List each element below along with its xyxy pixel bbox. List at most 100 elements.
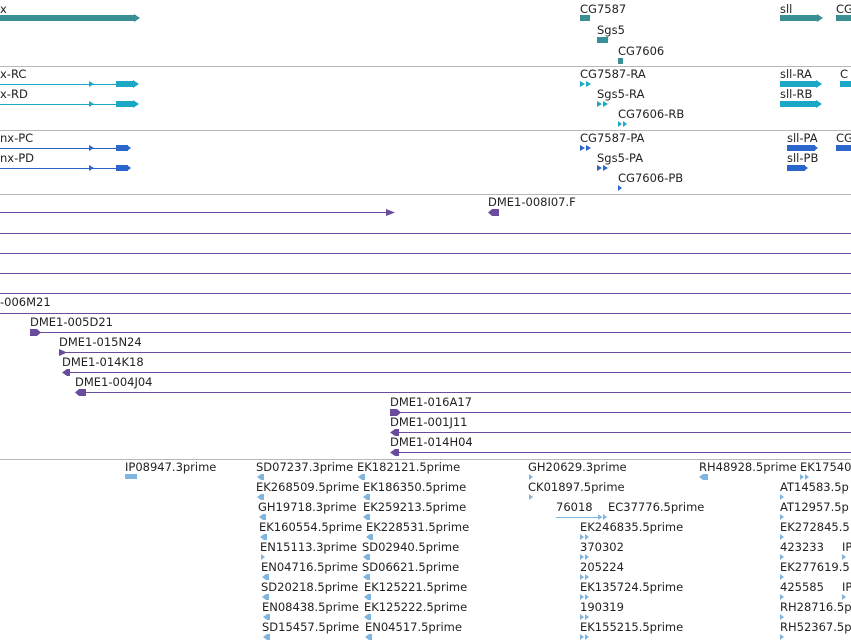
est-label[interactable]: EK17540 (800, 460, 851, 474)
est-label[interactable]: IP08947.3prime (125, 460, 217, 474)
est-feature-icon[interactable] (580, 614, 594, 620)
protein-exon[interactable] (116, 165, 128, 171)
est-feature-icon[interactable] (365, 634, 373, 640)
est-feature-icon[interactable] (259, 514, 267, 520)
est-label[interactable]: EK135724.5prime (580, 580, 684, 594)
est-feature-icon[interactable] (364, 594, 372, 600)
est-feature-icon[interactable] (780, 514, 788, 520)
est-feature-icon[interactable] (842, 594, 850, 600)
gene-label[interactable]: CG (836, 2, 851, 16)
transcript-exon[interactable] (840, 81, 851, 87)
clone-label[interactable]: DME1-001J11 (390, 415, 468, 429)
clone-label[interactable]: DME1-014K18 (62, 355, 144, 369)
est-label[interactable]: EK186350.5prime (363, 480, 467, 494)
est-label[interactable]: EK272845.5 (780, 520, 850, 534)
clone-label[interactable]: DME1-016A17 (390, 395, 472, 409)
est-label[interactable]: AT14583.5p (780, 480, 849, 494)
transcript-label[interactable]: x-RD (0, 87, 28, 101)
protein-label[interactable]: CG7606-PB (618, 171, 684, 185)
est-label[interactable]: RH48928.5prime (699, 460, 797, 474)
clone-feature[interactable] (40, 332, 851, 333)
est-feature-icon[interactable] (257, 494, 265, 500)
est-label[interactable]: 370302 (580, 540, 624, 554)
protein-label[interactable]: Sgs5-PA (597, 151, 644, 165)
est-label[interactable]: IP (842, 580, 851, 594)
transcript-label[interactable]: C (840, 67, 849, 81)
protein-exon[interactable] (116, 145, 128, 151)
est-label[interactable]: EK125221.5prime (364, 580, 468, 594)
clone-feature[interactable] (400, 412, 851, 413)
gene-feature[interactable] (780, 15, 818, 21)
protein-exon[interactable] (787, 145, 815, 151)
est-label[interactable]: 205224 (580, 560, 624, 574)
est-feature-icon[interactable] (780, 634, 788, 640)
est-feature-icon[interactable] (780, 574, 788, 580)
gene-feature[interactable] (580, 15, 590, 21)
est-feature-icon[interactable] (363, 514, 371, 520)
clone-feature[interactable] (398, 452, 851, 453)
est-feature-icon[interactable] (580, 634, 594, 640)
est-label[interactable]: AT12957.5p (780, 500, 849, 514)
est-label[interactable]: EC37776.5prime (608, 500, 705, 514)
est-feature-icon[interactable] (260, 534, 268, 540)
est-label[interactable]: SD07237.3prime (256, 460, 354, 474)
clone-feature-icon[interactable] (488, 209, 500, 216)
est-feature-icon[interactable] (363, 554, 371, 560)
est-feature-icon[interactable] (780, 594, 788, 600)
clone-feature[interactable] (0, 212, 390, 213)
protein-exon[interactable] (787, 165, 805, 171)
est-label[interactable]: EN08438.5prime (262, 600, 359, 614)
gene-label[interactable]: CG7587 (580, 2, 627, 16)
gene-label[interactable]: x (0, 2, 7, 16)
est-label[interactable]: SD20218.5prime (261, 580, 359, 594)
clone-feature[interactable] (66, 352, 851, 353)
transcript-exon[interactable] (780, 81, 818, 87)
protein-exon[interactable] (836, 145, 851, 151)
protein-label[interactable]: sll-PB (787, 151, 819, 165)
est-label[interactable]: 423233 (780, 540, 824, 554)
est-feature-icon[interactable] (366, 534, 374, 540)
transcript-exon[interactable] (116, 81, 134, 87)
est-feature-icon[interactable] (780, 534, 788, 540)
est-label[interactable]: EK228531.5prime (366, 520, 470, 534)
est-label[interactable]: EK155215.5prime (580, 620, 684, 634)
est-feature-icon[interactable] (363, 494, 371, 500)
est-label[interactable]: EK125222.5prime (364, 600, 468, 614)
est-feature-icon[interactable] (598, 514, 612, 520)
transcript-label[interactable]: sll-RA (780, 67, 812, 81)
est-feature-icon[interactable] (529, 494, 537, 500)
transcript-exon[interactable] (116, 101, 134, 107)
est-feature[interactable] (125, 474, 137, 479)
est-label[interactable]: RH52367.5p (780, 620, 851, 634)
est-feature-icon[interactable] (580, 534, 594, 540)
gene-feature[interactable] (597, 37, 608, 43)
est-feature-icon[interactable] (262, 574, 270, 580)
protein-label[interactable]: CG7587-PA (580, 131, 645, 145)
transcript-exon[interactable] (780, 101, 818, 107)
est-label[interactable]: GH20629.3prime (528, 460, 627, 474)
est-label[interactable]: EK182121.5prime (357, 460, 461, 474)
est-feature-icon[interactable] (780, 494, 788, 500)
est-label[interactable]: SD06621.5prime (362, 560, 460, 574)
est-label[interactable]: IP (842, 540, 851, 554)
est-label[interactable]: EK268509.5prime (256, 480, 360, 494)
gene-label[interactable]: CG7606 (618, 44, 665, 58)
clone-label[interactable]: DME1-014H04 (390, 435, 473, 449)
clone-label[interactable]: DME1-004J04 (75, 375, 153, 389)
est-feature-icon[interactable] (263, 614, 271, 620)
est-feature-icon[interactable] (800, 474, 814, 480)
est-feature-icon[interactable] (363, 574, 371, 580)
clone-feature[interactable] (0, 253, 851, 254)
est-label[interactable]: EN15113.3prime (260, 540, 357, 554)
est-feature-icon[interactable] (699, 474, 709, 480)
est-feature-icon[interactable] (529, 474, 537, 480)
est-feature-icon[interactable] (364, 614, 372, 620)
est-feature-icon[interactable] (842, 554, 850, 560)
protein-label[interactable]: nx-PD (0, 151, 35, 165)
est-feature-icon[interactable] (261, 554, 269, 560)
est-label[interactable]: EK277619.5 (780, 560, 850, 574)
est-label[interactable]: SD02940.5prime (362, 540, 460, 554)
transcript-label[interactable]: Sgs5-RA (597, 87, 645, 101)
est-feature[interactable] (556, 517, 602, 518)
transcript-label[interactable]: CG7587-RA (580, 67, 646, 81)
